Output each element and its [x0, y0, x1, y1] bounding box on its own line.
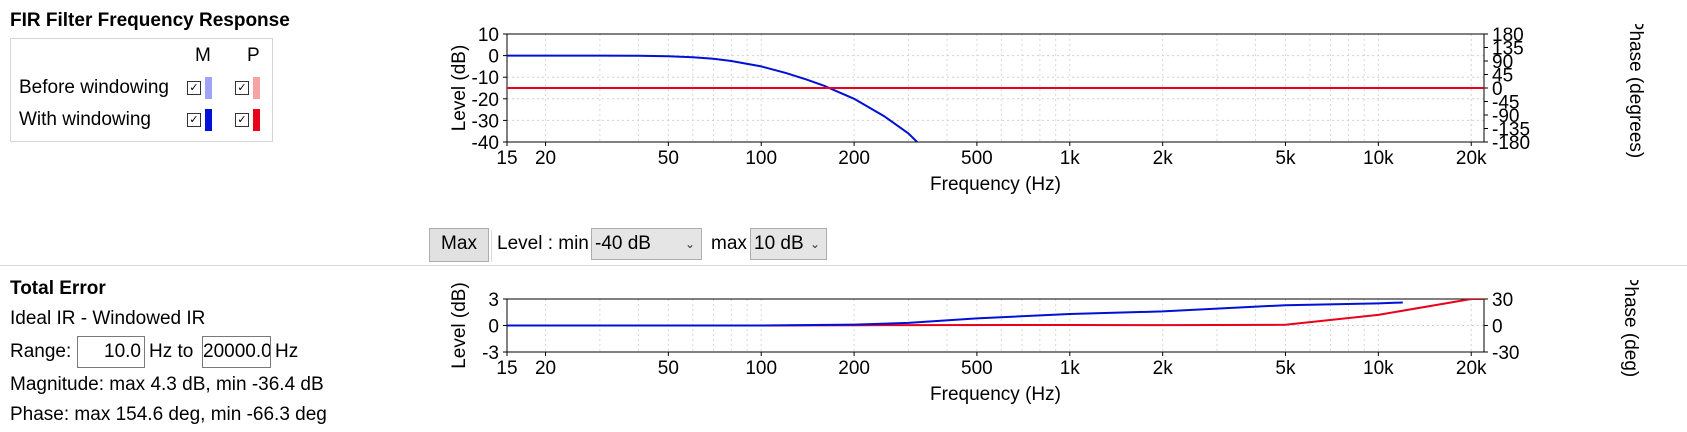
x-tick-label: 10k — [1363, 358, 1394, 379]
x-axis-label: Frequency (Hz) — [930, 174, 1061, 195]
frequency-response-chart[interactable]: 15 20 50 100 200 500 1k 2k 5k 10k 20k100-10-20-30-… — [430, 24, 1687, 214]
y2-tick-label: 90 — [1492, 52, 1513, 73]
before-magnitude-checkbox[interactable]: ✓ — [187, 81, 201, 95]
level-max-value: 10 dB — [754, 233, 804, 254]
range-to-input[interactable]: 20000.0 — [202, 336, 271, 368]
level-min-value: -40 dB — [595, 233, 651, 254]
x-tick-label: 100 — [745, 148, 777, 169]
x-tick-label: 15 — [496, 148, 517, 169]
with-phase-swatch — [253, 109, 260, 131]
y-tick-label: 0 — [488, 317, 499, 338]
x-tick-label: 20k — [1456, 148, 1487, 169]
y2-tick-label: -30 — [1492, 343, 1519, 364]
legend-row-with-label: With windowing — [19, 109, 151, 130]
level-min-label: Level : min — [497, 233, 589, 254]
x-tick-label: 200 — [838, 148, 870, 169]
frequency-response-title: FIR Filter Frequency Response — [10, 10, 290, 31]
legend-panel: M P Before windowing ✓ ✓ With windowing … — [10, 38, 273, 142]
phase-stats: Phase: max 154.6 deg, min -66.3 deg — [10, 404, 327, 425]
y2-axis-label: Phase (deg) — [1620, 280, 1641, 377]
legend-row-before-label: Before windowing — [19, 77, 169, 98]
x-tick-label: 5k — [1275, 148, 1296, 169]
with-magnitude-checkbox[interactable]: ✓ — [187, 113, 201, 127]
x-tick-label: 10k — [1363, 148, 1394, 169]
x-tick-label: 2k — [1153, 358, 1174, 379]
series-line — [507, 54, 918, 142]
y-tick-label: -10 — [472, 68, 499, 89]
x-tick-label: 5k — [1275, 358, 1296, 379]
total-error-chart[interactable]: 15 20 50 100 200 500 1k 2k 5k 10k 20k30-3300-30Fre… — [430, 280, 1687, 430]
error-subtitle: Ideal IR - Windowed IR — [10, 308, 206, 329]
hz-to-label: Hz to — [149, 341, 194, 362]
x-tick-label: 20k — [1456, 358, 1487, 379]
y2-tick-label: -135 — [1492, 120, 1530, 141]
magnitude-stats: Magnitude: max 4.3 dB, min -36.4 dB — [10, 374, 324, 395]
x-axis-label: Frequency (Hz) — [930, 384, 1061, 405]
x-tick-label: 500 — [961, 358, 993, 379]
y2-tick-label: 0 — [1492, 79, 1503, 100]
section-divider — [0, 265, 1687, 266]
y2-tick-label: 0 — [1492, 317, 1503, 338]
level-max-select[interactable]: 10 dB ⌄ — [750, 228, 827, 260]
x-tick-label: 1k — [1060, 148, 1081, 169]
chevron-down-icon: ⌄ — [684, 237, 695, 251]
with-magnitude-swatch — [205, 109, 212, 131]
x-tick-label: 50 — [658, 358, 679, 379]
before-phase-checkbox[interactable]: ✓ — [235, 81, 249, 95]
x-tick-label: 500 — [961, 148, 993, 169]
x-tick-label: 15 — [496, 358, 517, 379]
level-min-select[interactable]: -40 dB ⌄ — [591, 228, 702, 260]
y2-axis-label: Phase (degrees) — [1625, 24, 1646, 158]
before-magnitude-swatch — [205, 77, 212, 99]
x-tick-label: 1k — [1060, 358, 1081, 379]
y2-tick-label: -45 — [1492, 93, 1519, 114]
y-axis-label: Level (dB) — [449, 282, 470, 369]
range-label: Range: — [10, 341, 72, 362]
x-tick-label: 20 — [535, 358, 556, 379]
with-phase-checkbox[interactable]: ✓ — [235, 113, 249, 127]
y2-tick-label: -90 — [1492, 106, 1519, 127]
controls-divider — [491, 230, 492, 262]
chevron-down-icon: ⌄ — [809, 237, 820, 251]
level-max-label: max — [711, 233, 747, 254]
y-axis-label: Level (dB) — [449, 45, 470, 132]
x-tick-label: 2k — [1153, 148, 1174, 169]
y2-tick-label: 135 — [1492, 39, 1524, 60]
series-line — [507, 301, 1403, 327]
y-tick-label: 0 — [488, 47, 499, 68]
x-tick-label: 20 — [535, 148, 556, 169]
y-tick-label: -3 — [482, 343, 499, 364]
x-tick-label: 100 — [745, 358, 777, 379]
before-phase-swatch — [253, 77, 260, 99]
range-from-input[interactable]: 10.0 — [77, 336, 145, 368]
hz-label: Hz — [275, 341, 299, 362]
total-error-title: Total Error — [10, 278, 106, 299]
x-tick-label: 50 — [658, 148, 679, 169]
max-button[interactable]: Max — [429, 228, 489, 262]
x-tick-label: 200 — [838, 358, 870, 379]
y-tick-label: -30 — [472, 111, 499, 132]
legend-col-magnitude: M — [195, 45, 211, 66]
y-tick-label: -20 — [472, 90, 499, 111]
y2-tick-label: 45 — [1492, 66, 1513, 87]
y-tick-label: 3 — [488, 290, 499, 311]
y2-tick-label: -180 — [1492, 133, 1530, 154]
y-tick-label: 10 — [478, 25, 499, 46]
y2-tick-label: 180 — [1492, 25, 1524, 46]
y2-tick-label: 30 — [1492, 290, 1513, 311]
y-tick-label: -40 — [472, 133, 499, 154]
legend-col-phase: P — [247, 45, 260, 66]
